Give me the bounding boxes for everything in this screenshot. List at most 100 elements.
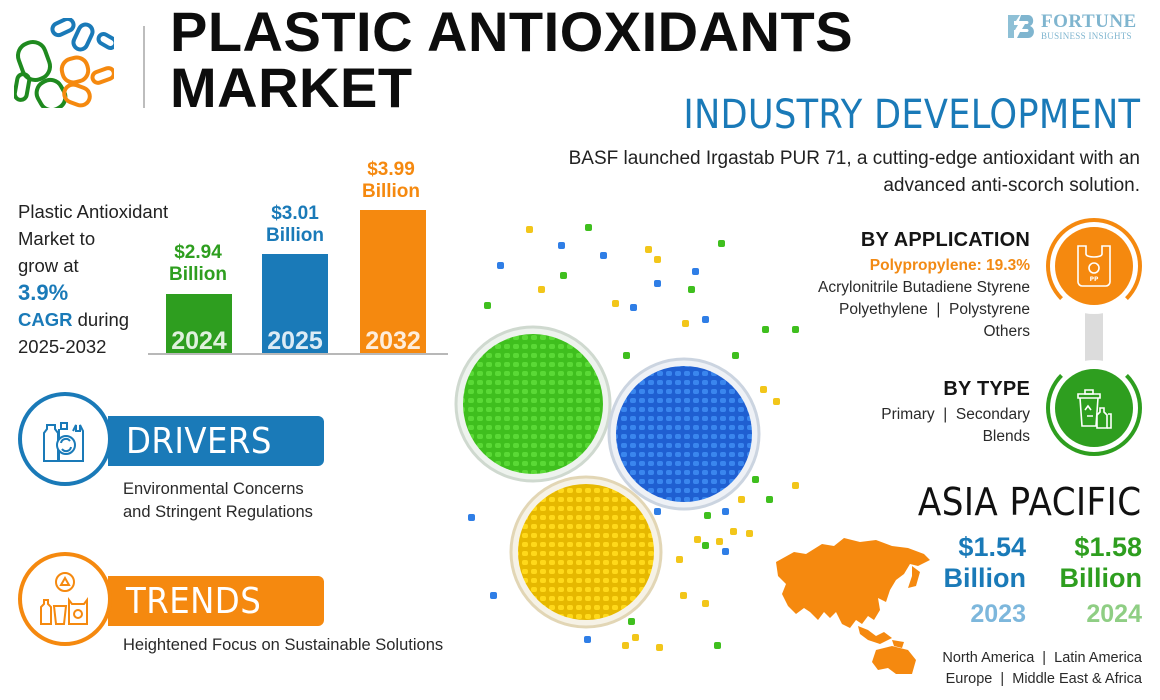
other-regions-line-2: Europe | Middle East & Africa bbox=[945, 671, 1142, 687]
pellet bbox=[762, 326, 769, 333]
trends-section: TRENDS Heightened Focus on Sustainable S… bbox=[18, 552, 478, 662]
cagr-period: 2025-2032 bbox=[18, 336, 107, 357]
drivers-label: DRIVERS bbox=[126, 420, 272, 462]
bar-unit-2025: Billion bbox=[265, 225, 325, 246]
cagr-during: during bbox=[77, 309, 130, 330]
pellet bbox=[722, 508, 729, 515]
segment-connector bbox=[1085, 300, 1103, 370]
pellet bbox=[612, 300, 619, 307]
growth-line-3: grow at bbox=[18, 255, 79, 276]
asia-pacific-map-icon bbox=[776, 538, 930, 674]
pellet bbox=[792, 482, 799, 489]
bar-value-2024: $2.94 bbox=[174, 242, 222, 263]
title-line-2: MARKET bbox=[170, 56, 413, 119]
other-regions-line-1: North America | Latin America bbox=[942, 650, 1142, 666]
region-value-2023-amount: $1.54 bbox=[958, 532, 1026, 562]
by-application-line-3: Others bbox=[983, 323, 1030, 340]
pellet bbox=[654, 508, 661, 515]
pellet bbox=[632, 634, 639, 641]
svg-text:PP: PP bbox=[1090, 276, 1099, 283]
pellet bbox=[645, 246, 652, 253]
market-size-bar-chart: $2.94 Billion 2024 $3.01 Billion 2025 $3… bbox=[148, 150, 448, 360]
pellet bbox=[628, 618, 635, 625]
region-value-2024-unit: Billion bbox=[1059, 563, 1143, 593]
by-application-line-2: Polyethylene | Polystyrene bbox=[839, 301, 1030, 318]
growth-line-2: Market to bbox=[18, 228, 96, 249]
pellet bbox=[484, 302, 491, 309]
drivers-banner: DRIVERS bbox=[108, 416, 324, 466]
drivers-description-line-2: and Stringent Regulations bbox=[123, 503, 313, 521]
application-icon-ring: PP bbox=[1046, 218, 1142, 314]
trends-icon-ring bbox=[18, 552, 112, 646]
bar-label-2024: $2.94 Billion bbox=[143, 242, 253, 286]
bar-year-2024: 2024 bbox=[171, 327, 227, 355]
region-value-2023-unit: Billion bbox=[943, 563, 1027, 593]
pellet bbox=[718, 240, 725, 247]
bar-2024: 2024 bbox=[166, 294, 232, 354]
bar-unit-2024: Billion bbox=[168, 264, 228, 285]
plastic-pellets-image bbox=[440, 190, 800, 660]
pellet bbox=[526, 226, 533, 233]
by-application-section: BY APPLICATION Polypropylene: 19.3% Acry… bbox=[818, 229, 1030, 343]
pellet bbox=[704, 512, 711, 519]
fortune-logo-icon bbox=[1008, 14, 1034, 38]
by-type-line-2: Blends bbox=[982, 428, 1030, 445]
by-type-line-1: Primary | Secondary bbox=[881, 406, 1030, 423]
pellet bbox=[622, 642, 629, 649]
recycle-bin-icon bbox=[1077, 389, 1112, 429]
chart-baseline bbox=[148, 353, 448, 355]
pellet bbox=[682, 320, 689, 327]
bar-2025: 2025 bbox=[262, 254, 328, 354]
drivers-description-line-1: Environmental Concerns bbox=[123, 480, 304, 498]
bar-year-2025: 2025 bbox=[267, 327, 323, 355]
pellet bbox=[680, 592, 687, 599]
recycle-bottles-icon bbox=[43, 422, 84, 462]
pellet bbox=[584, 636, 591, 643]
pellet bbox=[760, 386, 767, 393]
pellet bbox=[490, 592, 497, 599]
bar-label-2025: $3.01 Billion bbox=[240, 203, 350, 247]
pellet bbox=[654, 256, 661, 263]
pellet bbox=[702, 600, 709, 607]
pellet bbox=[676, 556, 683, 563]
pellet bbox=[738, 496, 745, 503]
pellet bbox=[716, 538, 723, 545]
pellet bbox=[468, 514, 475, 521]
region-title: ASIA PACIFIC bbox=[918, 480, 1142, 524]
header-divider bbox=[143, 26, 145, 108]
brand-logo: FORTUNE BUSINESS INSIGHTS bbox=[1006, 11, 1146, 41]
page-title: PLASTIC ANTIOXIDANTS MARKET bbox=[170, 4, 853, 116]
pellet bbox=[730, 528, 737, 535]
trends-description: Heightened Focus on Sustainable Solution… bbox=[123, 636, 444, 654]
pellet bbox=[497, 262, 504, 269]
cagr-value: 3.9% bbox=[18, 280, 69, 305]
pellet bbox=[702, 316, 709, 323]
drivers-icon-ring bbox=[18, 392, 112, 486]
bar-unit-2032: Billion bbox=[361, 181, 421, 202]
bar-2032: 2032 bbox=[360, 210, 426, 354]
pellets-logo-icon bbox=[14, 18, 114, 108]
sustainable-packaging-icon bbox=[40, 572, 88, 625]
pellet bbox=[746, 530, 753, 537]
drivers-section: DRIVERS Environmental Concerns and Strin… bbox=[18, 392, 478, 522]
pellet bbox=[692, 268, 699, 275]
drivers-description: Environmental Concerns and Stringent Reg… bbox=[123, 478, 313, 524]
pellet bbox=[766, 496, 773, 503]
pellet bbox=[694, 536, 701, 543]
pellet bbox=[623, 352, 630, 359]
pellet bbox=[752, 476, 759, 483]
pellet bbox=[702, 542, 709, 549]
bar-label-2032: $3.99 Billion bbox=[336, 159, 446, 203]
pellet bbox=[585, 224, 592, 231]
title-line-1: PLASTIC ANTIOXIDANTS bbox=[170, 0, 854, 63]
pellet bbox=[654, 280, 661, 287]
brand-subtitle: BUSINESS INSIGHTS bbox=[1041, 30, 1132, 41]
pellet bbox=[792, 326, 799, 333]
pellet bbox=[600, 252, 607, 259]
plastic-bag-pp-icon: PP bbox=[1077, 245, 1111, 287]
pellet bbox=[722, 548, 729, 555]
bar-value-2025: $3.01 bbox=[271, 203, 319, 224]
industry-development-title: INDUSTRY DEVELOPMENT bbox=[682, 92, 1140, 138]
pellet-bowls-illustration bbox=[454, 325, 761, 629]
by-application-line-1: Acrylonitrile Butadiene Styrene bbox=[818, 279, 1030, 296]
